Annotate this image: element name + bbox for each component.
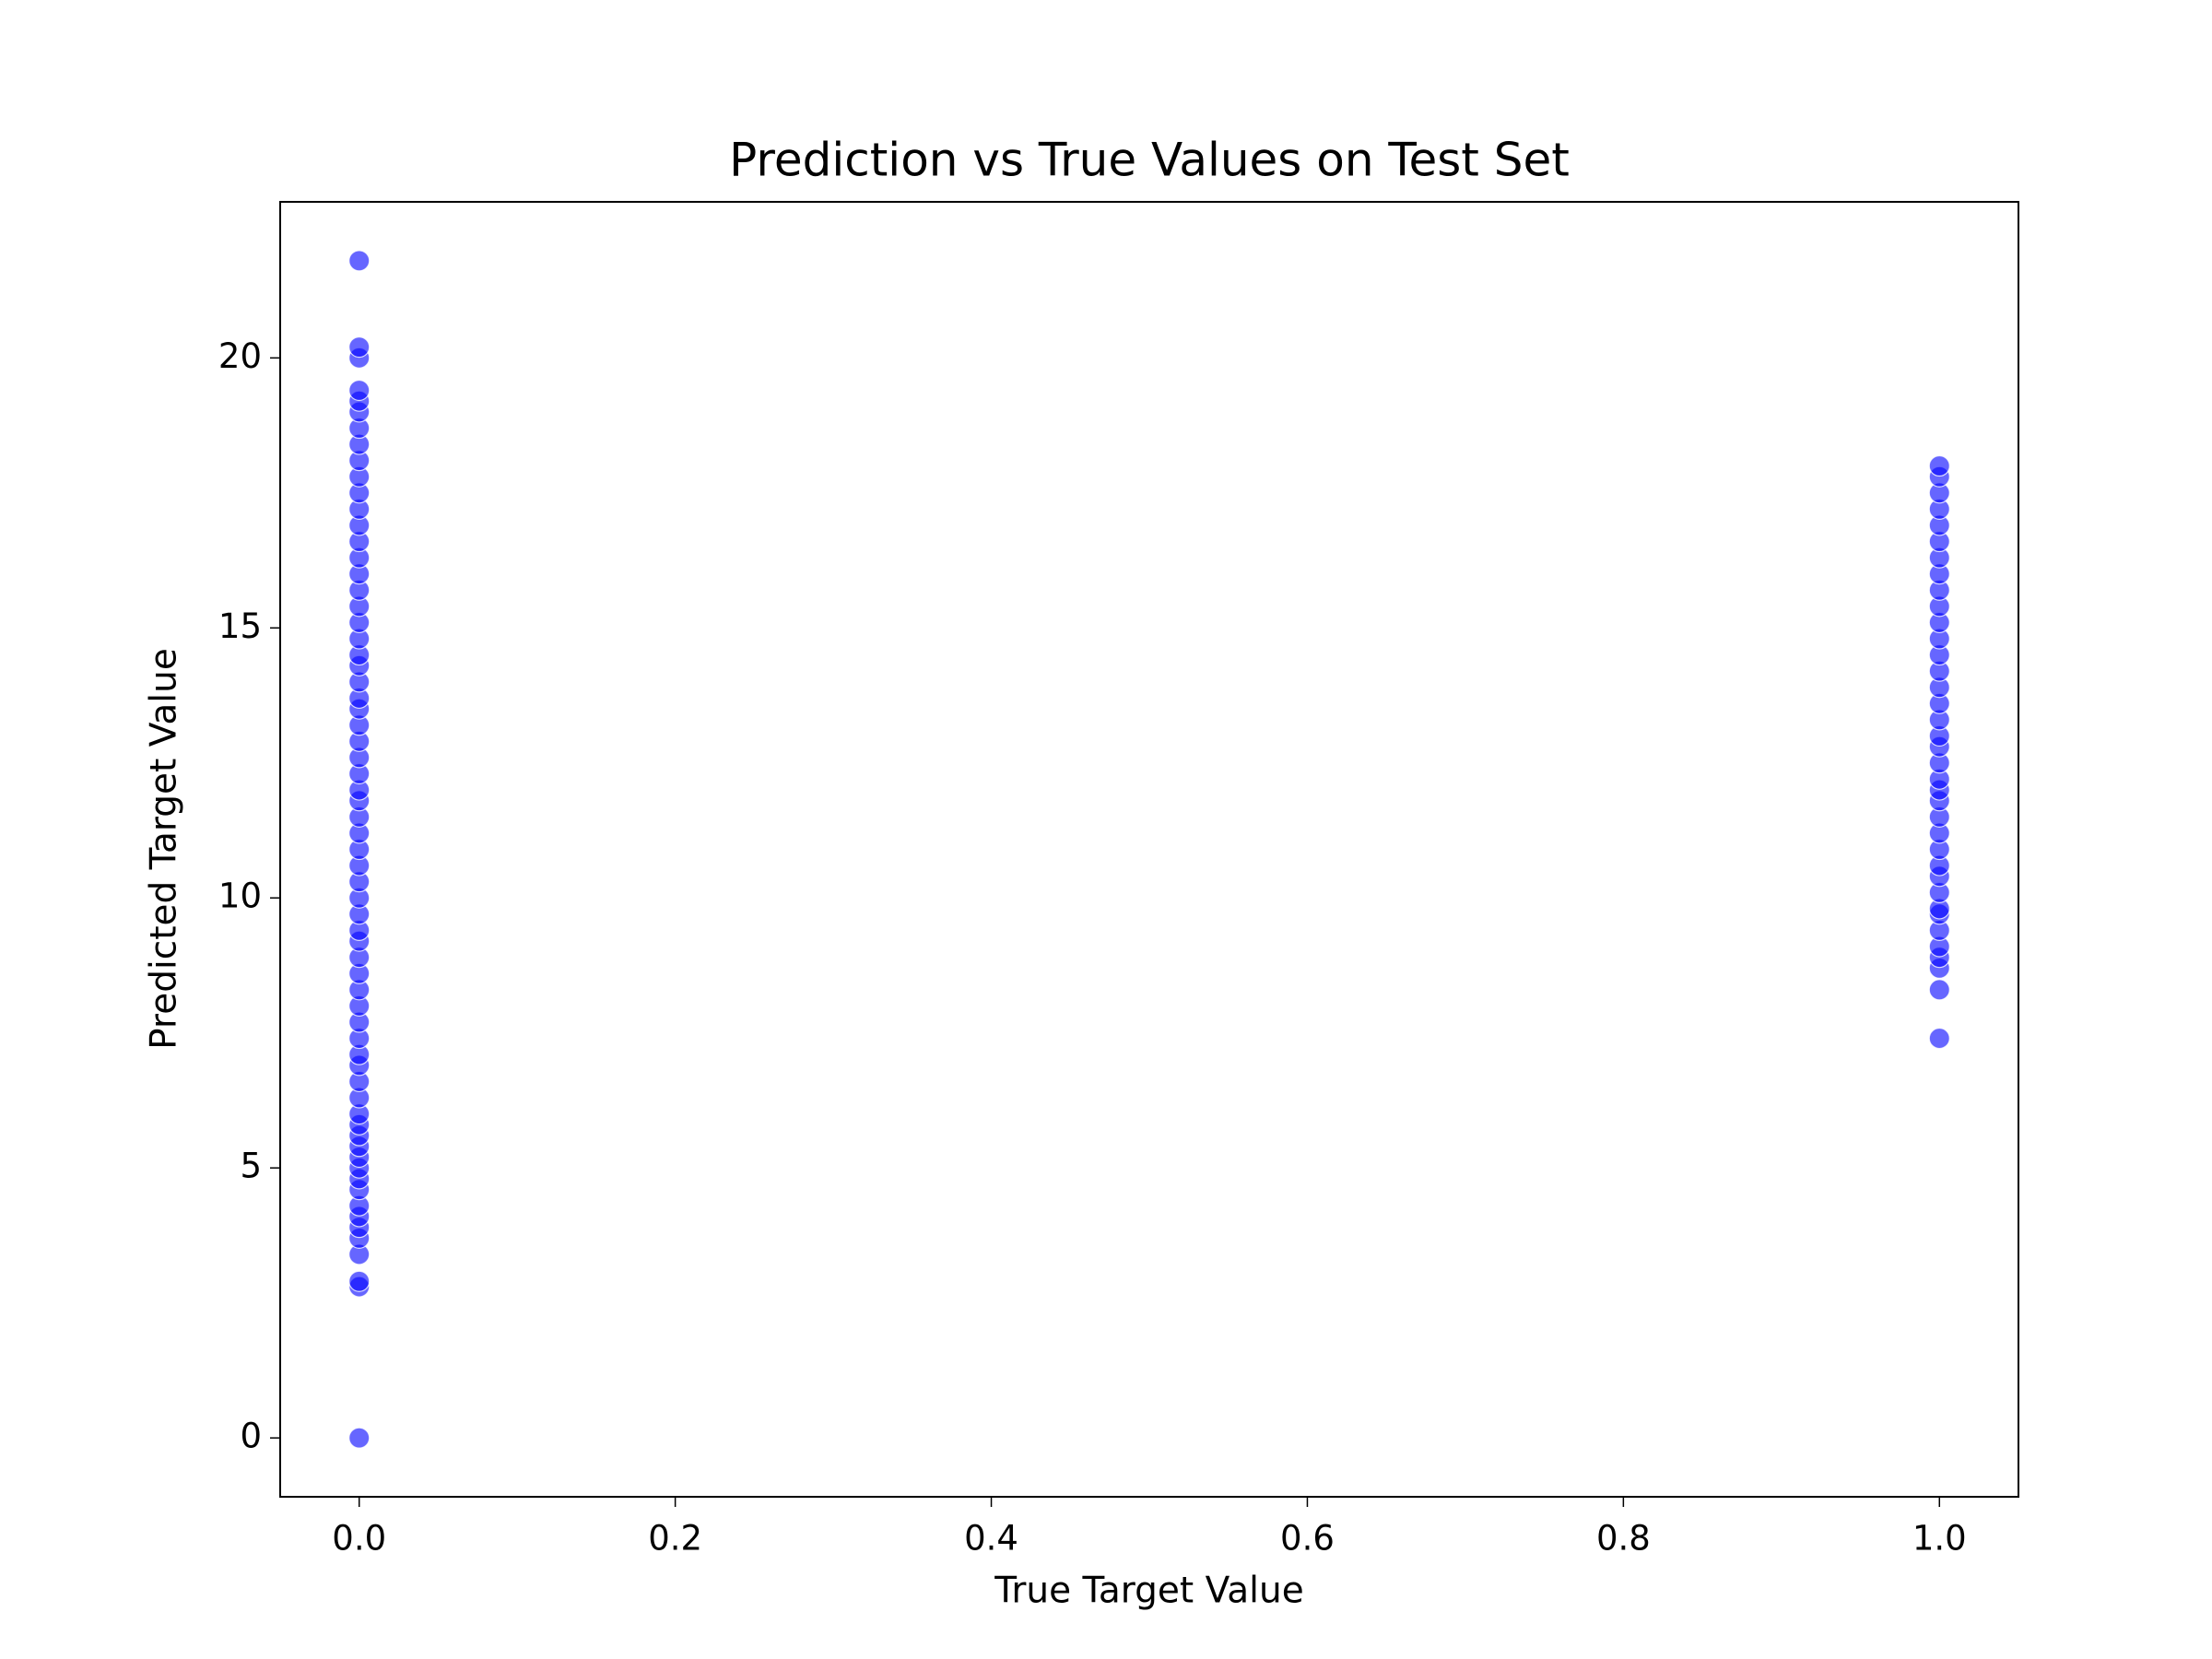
point	[348, 379, 371, 402]
point	[1928, 1027, 1950, 1050]
y-tick-label: 20	[218, 336, 262, 376]
y-tick-label: 0	[240, 1417, 262, 1456]
plot-frame	[279, 201, 2019, 1498]
x-tick-label: 0.2	[648, 1519, 702, 1559]
point	[348, 1427, 371, 1449]
x-tick-label: 1.0	[1912, 1519, 1967, 1559]
point	[1928, 979, 1950, 1001]
x-tick-label: 0.6	[1280, 1519, 1335, 1559]
y-tick-label: 5	[240, 1147, 262, 1186]
chart-title: Prediction vs True Values on Test Set	[729, 134, 1570, 187]
y-tick-label: 10	[218, 877, 262, 916]
point	[1928, 454, 1950, 477]
point	[348, 1270, 371, 1292]
x-axis-label: True Target Value	[994, 1571, 1303, 1612]
x-tick-label: 0.8	[1596, 1519, 1651, 1559]
point	[348, 250, 371, 272]
x-tick-label: 0.0	[332, 1519, 386, 1559]
point	[348, 336, 371, 359]
y-axis-label: Predicted Target Value	[144, 648, 185, 1050]
x-tick-label: 0.4	[964, 1519, 1018, 1559]
y-tick-label: 15	[218, 606, 262, 646]
